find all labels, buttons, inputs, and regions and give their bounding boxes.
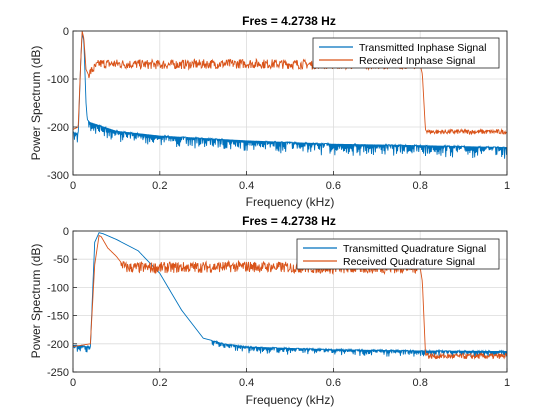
series-transmitted-line — [73, 232, 507, 358]
x-tick-label: 0.2 — [152, 377, 167, 389]
subplot-title: Fres = 4.2738 Hz — [242, 14, 336, 28]
legend: Transmitted Inphase Signal Received Inph… — [312, 37, 500, 69]
x-tick-label: 0.2 — [152, 180, 167, 192]
legend-entry-transmitted: Transmitted Quadrature Signal — [343, 243, 486, 255]
y-tick-label: 0 — [63, 226, 69, 238]
legend-box — [312, 37, 500, 69]
y-tick-label: -250 — [47, 367, 69, 379]
legend-entry-transmitted: Transmitted Inphase Signal — [359, 42, 486, 54]
y-axis-label: Power Spectrum (dB) — [29, 244, 43, 359]
x-tick-label: 0 — [70, 377, 76, 389]
legend: Transmitted Quadrature Signal Received Q… — [296, 238, 500, 270]
y-tick-label: -100 — [47, 282, 69, 294]
subplot-title: Fres = 4.2738 Hz — [242, 214, 336, 228]
x-tick-label: 0.6 — [326, 180, 341, 192]
subplot-quadrature: Fres = 4.2738 Hz 0 0.2 0.4 0.6 0.8 1 0 -50 -100 -… — [29, 214, 510, 407]
x-tick-label: 0.8 — [413, 180, 428, 192]
y-tick-label: -100 — [47, 74, 69, 86]
x-axis-label: Frequency (kHz) — [246, 393, 335, 407]
series-received-line — [73, 31, 507, 136]
legend-entry-received: Received Quadrature Signal — [343, 256, 475, 268]
series-transmitted-line — [73, 33, 507, 159]
axes-frame — [72, 230, 508, 373]
y-tick-label: -150 — [47, 311, 69, 323]
x-tick-label: 0.4 — [239, 377, 254, 389]
x-axis-label: Frequency (kHz) — [246, 195, 335, 209]
legend-box — [296, 238, 500, 270]
x-tick-label: 0 — [70, 180, 76, 192]
y-axis-label: Power Spectrum (dB) — [29, 46, 43, 161]
subplot-inphase: Fres = 4.2738 Hz 0 0.2 0.4 0.6 0.8 1 0 -100 -200… — [29, 14, 510, 209]
y-tick-label: -200 — [47, 122, 69, 134]
x-tick-label: 0.8 — [413, 377, 428, 389]
y-tick-label: -200 — [47, 339, 69, 351]
y-tick-label: -50 — [53, 254, 69, 266]
series-received-line — [73, 234, 507, 360]
axes-frame — [72, 30, 508, 176]
x-tick-label: 0.4 — [239, 180, 254, 192]
y-tick-label: -300 — [47, 170, 69, 182]
y-tick-label: 0 — [63, 26, 69, 38]
legend-entry-received: Received Inphase Signal — [359, 55, 475, 67]
x-tick-label: 0.6 — [326, 377, 341, 389]
x-tick-label: 1 — [504, 377, 510, 389]
x-tick-label: 1 — [504, 180, 510, 192]
